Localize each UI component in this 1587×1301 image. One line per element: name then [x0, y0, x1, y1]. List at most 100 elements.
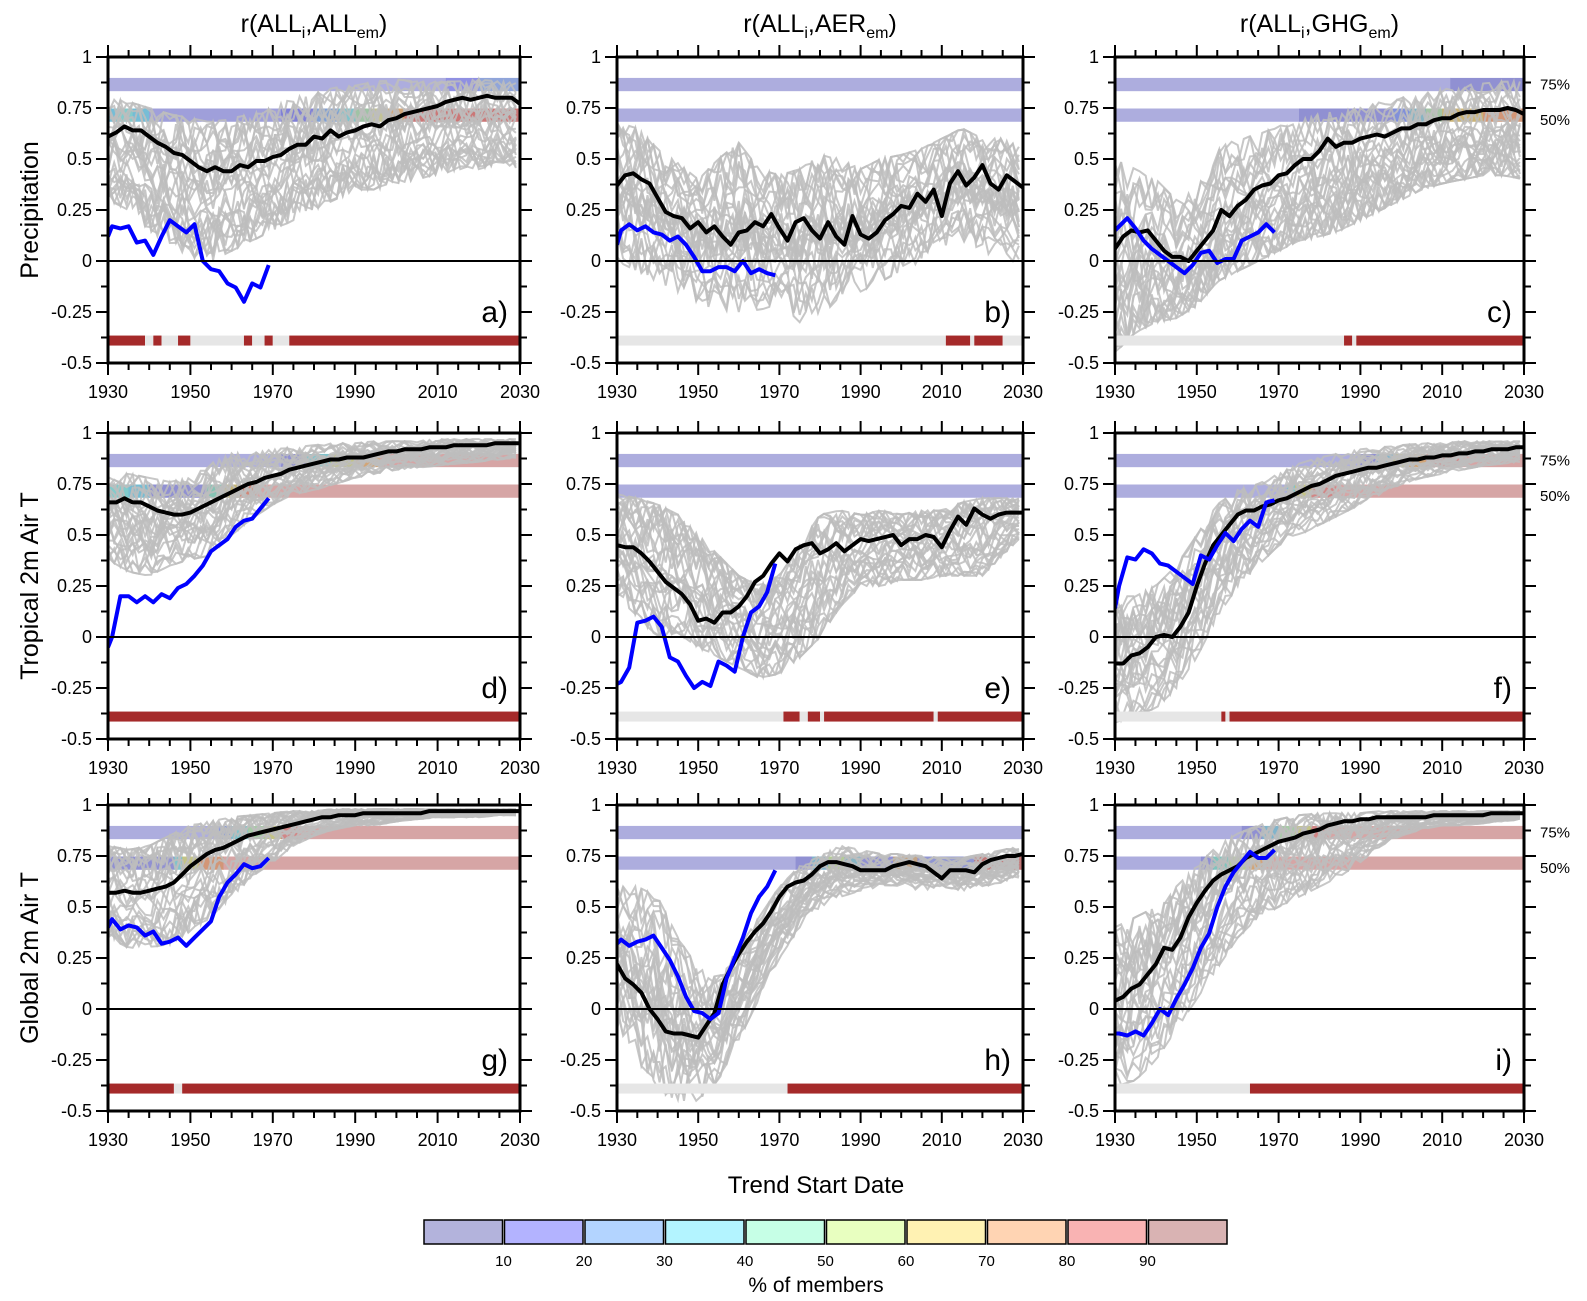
x-tick-label: 1930: [88, 382, 128, 402]
x-tick-label: 2010: [1422, 382, 1462, 402]
colorbar-swatch: [1147, 1219, 1228, 1245]
y-tick-label: 0.5: [67, 897, 92, 917]
x-tick-label: 2030: [1504, 758, 1544, 778]
y-tick-label: -0.25: [560, 1050, 601, 1070]
band50-segment: [1115, 856, 1202, 870]
significance-segment: [820, 711, 825, 722]
member-line: [108, 78, 517, 157]
x-tick-label: 1970: [1259, 1130, 1299, 1150]
significance-segment: [933, 711, 938, 722]
member-line: [617, 516, 1019, 648]
observed-line: [108, 218, 271, 304]
colorbar-swatch: [1067, 1219, 1148, 1245]
significance-segment: [1249, 1083, 1524, 1094]
member-line: [1115, 83, 1521, 229]
member-line: [1115, 458, 1521, 724]
panel-letter: i): [1495, 1044, 1512, 1077]
member-line: [617, 525, 1019, 665]
panel-letter: e): [984, 672, 1011, 705]
x-tick-label: 2010: [1422, 758, 1462, 778]
y-tick-label: 1: [591, 47, 601, 67]
pct-50-label: 50%: [1540, 112, 1570, 129]
ensemble-mean-line: [617, 163, 1023, 247]
significance-segment: [108, 711, 520, 722]
observed-line: [617, 563, 778, 690]
band75-segment: [297, 825, 520, 840]
significance-segment: [617, 711, 784, 722]
x-tick-label: 2030: [1003, 758, 1043, 778]
member-line: [1115, 149, 1521, 343]
x-tick-label: 1950: [1177, 1130, 1217, 1150]
column-title-3: r(ALLi,GHGem): [1240, 10, 1399, 42]
colorbar-swatch: [664, 1219, 745, 1245]
significance-segment: [243, 335, 253, 346]
significance-segment: [272, 335, 290, 346]
ensemble-mean-line: [617, 852, 1023, 1040]
colorbar-title: % of members: [748, 1274, 883, 1297]
x-tick-label: 2010: [418, 758, 458, 778]
y-tick-label: 0: [82, 627, 92, 647]
row-title-2: Tropical 2m Air T: [16, 492, 44, 680]
colorbar-tick-label: 50: [817, 1253, 834, 1270]
member-line: [1115, 815, 1521, 1055]
member-line: [617, 520, 1020, 646]
ensemble-mean-line: [108, 93, 520, 174]
colorbar: 10 20 30 40 50 60 70 80 90: [423, 1219, 1228, 1270]
member-line: [617, 533, 1020, 679]
colorbar-tick-label: 10: [495, 1253, 512, 1270]
x-tick-label: 1970: [253, 758, 293, 778]
x-tick-label: 1970: [253, 1130, 293, 1150]
observed-line: [108, 497, 271, 648]
significance-segment: [799, 711, 808, 722]
significance-segment: [264, 335, 273, 346]
x-tick-label: 2030: [500, 1130, 540, 1150]
significance-segment: [1115, 711, 1222, 722]
significance-segment: [970, 335, 975, 346]
member-line: [108, 441, 516, 527]
member-line: [108, 812, 516, 948]
significance-segment: [289, 335, 520, 346]
y-tick-label: -0.5: [61, 729, 92, 749]
observed-line: [617, 222, 776, 278]
y-tick-label: 0.75: [566, 98, 601, 118]
x-tick-label: 1950: [678, 1130, 718, 1150]
panels: -0.5 -0.25 0 0.25 0.5 0.75 1 1930 1950 1970 1990 20…: [51, 45, 1570, 1150]
significance-segment: [787, 1083, 1023, 1094]
member-line: [1115, 455, 1521, 715]
x-tick-label: 1990: [335, 1130, 375, 1150]
member-line: [617, 208, 1020, 305]
member-line: [1115, 439, 1521, 631]
significance-segment: [783, 711, 800, 722]
y-tick-label: 0.75: [566, 474, 601, 494]
x-tick-label: 2030: [1003, 1130, 1043, 1150]
colorbar-tick-label: 80: [1059, 1253, 1076, 1270]
y-tick-label: 1: [1089, 47, 1099, 67]
column-title-2: r(ALLi,AERem): [743, 10, 897, 42]
x-tick-label: 1970: [1259, 758, 1299, 778]
significance-segment: [108, 1083, 174, 1094]
y-tick-label: 0.75: [1064, 474, 1099, 494]
y-tick-label: 0.5: [576, 897, 601, 917]
y-tick-label: 1: [1089, 795, 1099, 815]
member-line: [1115, 79, 1521, 223]
pct-75-label: 75%: [1540, 453, 1570, 470]
y-tick-label: -0.5: [1068, 353, 1099, 373]
significance-segment: [145, 335, 154, 346]
colorbar-swatch: [825, 1219, 906, 1245]
panel-letter: g): [481, 1044, 508, 1077]
member-line: [617, 207, 1020, 314]
y-tick-label: 0.25: [1064, 576, 1099, 596]
y-tick-label: -0.5: [61, 353, 92, 373]
x-tick-label: 1930: [597, 382, 637, 402]
y-tick-label: 1: [82, 423, 92, 443]
colorbar-tick-label: 60: [898, 1253, 915, 1270]
panel-letter: a): [481, 296, 508, 329]
pct-50-label: 50%: [1540, 488, 1570, 505]
member-line: [617, 121, 1020, 201]
member-line: [108, 453, 517, 574]
y-tick-label: 0: [1089, 999, 1099, 1019]
x-tick-label: 1930: [597, 758, 637, 778]
member-line: [617, 864, 1020, 1050]
y-tick-label: 0.5: [1074, 149, 1099, 169]
panel-g: -0.5 -0.25 0 0.25 0.5 0.75 1 1930 1950 1970 1990 20…: [51, 793, 540, 1150]
